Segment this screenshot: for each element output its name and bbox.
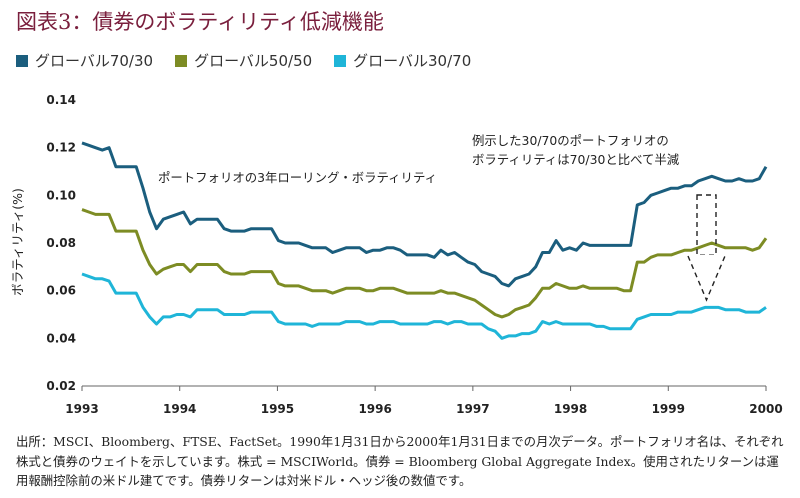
legend-label: グローバル30/70 [353,52,472,70]
legend-swatch [175,54,188,67]
y-tick-label: 0.08 [46,236,76,250]
annotation-right-line2: ボラティリティは70/30と比べて半減 [472,152,680,167]
y-axis-label: ボラティリティ(%) [10,188,25,296]
x-tick-label: 2000 [749,402,782,416]
y-axis: 0.02 0.04 0.06 0.08 0.10 0.12 0.14 [46,93,76,393]
x-tick-label: 1995 [261,402,294,416]
legend-item-70-30: グローバル70/30 [16,50,153,71]
legend-item-30-70: グローバル30/70 [334,50,471,71]
y-tick-label: 0.10 [46,188,76,202]
y-tick-label: 0.02 [46,379,76,393]
line-chart: 0.020.040.060.080.100.120.14 1993 1994 199… [10,93,783,416]
down-arrow-icon [687,194,726,302]
y-tick-label: 0.04 [46,331,76,345]
series-line-1 [81,141,768,288]
legend-label: グローバル50/50 [194,52,313,70]
x-tick-label: 1999 [652,402,685,416]
source-footnote: 出所：MSCI、Bloomberg、FTSE、FactSet。1990年1月31… [16,434,784,488]
y-tick-label: 0.12 [46,141,76,155]
x-tick-label: 1993 [65,402,98,416]
annotation-right-line1: 例示した30/70のポートフォリオの [472,133,669,148]
x-tick-label: 1997 [456,402,489,416]
y-tick-label: 0.14 [46,93,76,107]
legend-label: グローバル70/30 [35,52,154,70]
series-line-3 [81,272,767,340]
x-tick-label: 1994 [163,402,196,416]
annotation-left: ポートフォリオの3年ローリング・ボラティリティ [158,170,437,185]
series-layer [81,141,768,340]
legend-swatch [334,54,347,67]
x-axis: 1993 1994 1995 1996 1997 1998 1999 2000 [65,385,783,416]
x-tick-label: 1996 [358,402,391,416]
chart-legend: グローバル70/30 グローバル50/50 グローバル30/70 [16,50,471,71]
legend-swatch [16,54,28,67]
series-line-2 [81,208,768,319]
chart-title: 図表3：債券のボラティリティ低減機能 [16,10,384,34]
legend-item-50-50: グローバル50/50 [175,50,312,71]
y-tick-label: 0.06 [46,284,76,298]
x-tick-label: 1998 [554,402,587,416]
